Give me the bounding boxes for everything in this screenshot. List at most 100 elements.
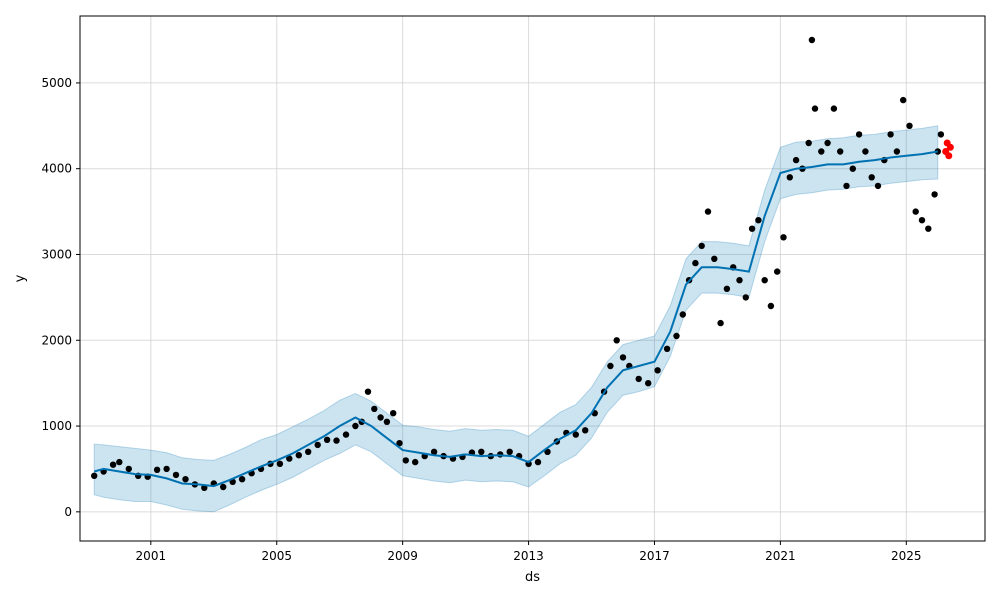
observed-point: [412, 458, 419, 466]
observed-point: [390, 410, 397, 417]
observed-point: [663, 345, 671, 352]
observed-point: [761, 277, 768, 284]
observed-point: [893, 148, 901, 155]
observed-point: [377, 414, 384, 421]
observed-point: [396, 440, 403, 447]
observed-point: [717, 319, 724, 327]
observed-point: [918, 217, 926, 224]
observed-point: [153, 466, 161, 473]
x-tick-label: 2001: [136, 549, 167, 563]
observed-point: [286, 455, 293, 462]
observed-point: [912, 208, 919, 215]
observed-points: [91, 36, 945, 491]
observed-point: [534, 458, 542, 466]
observed-point: [635, 375, 642, 383]
y-tick-label: 4000: [41, 162, 72, 176]
observed-point: [582, 427, 589, 434]
observed-point: [364, 388, 372, 395]
forecast-line: [93, 150, 938, 488]
observed-point: [811, 105, 819, 112]
uncertainty-band: [93, 125, 939, 513]
observed-point: [925, 225, 932, 232]
y-tick-label: 3000: [41, 247, 72, 261]
observed-point: [295, 452, 302, 459]
observed-point: [679, 311, 686, 318]
observed-point: [182, 476, 189, 483]
observed-point: [711, 255, 718, 262]
observed-point: [774, 268, 781, 275]
observed-point: [163, 465, 170, 473]
observed-point: [931, 191, 938, 198]
observed-point: [830, 105, 838, 112]
observed-point: [619, 354, 627, 361]
observed-point: [786, 174, 793, 181]
uncertainty-band-area: [93, 125, 939, 513]
observed-point: [887, 131, 894, 138]
future-point: [946, 143, 954, 151]
observed-point: [900, 96, 907, 104]
future-points: [942, 139, 954, 160]
observed-point: [116, 458, 123, 466]
x-axis-label: ds: [525, 570, 540, 585]
observed-point: [862, 148, 869, 155]
observed-point: [430, 448, 438, 455]
observed-point: [238, 476, 246, 483]
observed-point: [808, 36, 816, 44]
future-point: [945, 152, 953, 160]
observed-point: [736, 277, 743, 284]
observed-point: [645, 380, 652, 387]
observed-point: [742, 294, 749, 301]
observed-point: [698, 242, 705, 250]
x-tick-label: 2017: [639, 549, 670, 563]
observed-point: [333, 437, 340, 444]
observed-point: [855, 131, 863, 138]
observed-point: [843, 182, 850, 190]
observed-point: [748, 225, 756, 232]
observed-point: [506, 448, 513, 455]
observed-point: [837, 148, 844, 155]
y-tick-label: 2000: [41, 333, 72, 347]
y-tick-label: 5000: [41, 76, 72, 90]
observed-point: [805, 139, 812, 147]
x-tick-label: 2005: [261, 549, 292, 563]
observed-point: [692, 259, 699, 267]
observed-point: [402, 457, 409, 464]
observed-point: [544, 448, 551, 455]
observed-point: [767, 302, 775, 310]
observed-point: [607, 362, 614, 370]
observed-point: [572, 431, 579, 438]
grid: [80, 16, 985, 541]
observed-point: [780, 234, 787, 241]
observed-point: [937, 131, 945, 138]
observed-point: [220, 483, 227, 491]
observed-point: [352, 422, 359, 430]
observed-point: [824, 139, 831, 147]
observed-point: [383, 418, 391, 425]
plot-frame: [79, 15, 986, 542]
observed-point: [723, 285, 731, 292]
observed-point: [478, 448, 485, 455]
observed-point: [371, 405, 378, 413]
observed-point: [673, 332, 680, 340]
observed-point: [818, 148, 825, 155]
observed-point: [755, 217, 762, 224]
forecast-line-path: [93, 150, 938, 488]
observed-point: [874, 182, 882, 190]
observed-point: [613, 337, 620, 344]
observed-point: [792, 156, 800, 164]
axis-ticks: 2001 2005 2009 2013 2017 2021 2025 0 1000 2000 300…: [41, 76, 921, 563]
observed-point: [704, 208, 712, 215]
observed-point: [276, 460, 284, 467]
y-tick-label: 1000: [41, 419, 72, 433]
observed-point: [314, 441, 321, 449]
observed-point: [109, 461, 117, 468]
observed-point: [172, 471, 180, 479]
y-tick-label: 0: [64, 505, 72, 519]
observed-point: [342, 431, 350, 438]
observed-point: [906, 122, 913, 129]
observed-point: [868, 174, 875, 181]
observed-point: [654, 367, 661, 374]
x-tick-label: 2009: [387, 549, 418, 563]
